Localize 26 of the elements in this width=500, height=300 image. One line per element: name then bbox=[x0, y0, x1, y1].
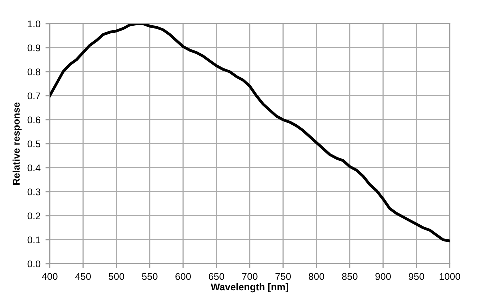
y-tick-label: 0.3 bbox=[28, 188, 41, 196]
x-tick-label: 750 bbox=[276, 273, 292, 280]
x-axis-title: Wavelength [nm] bbox=[211, 283, 288, 293]
y-tick-label: 0.8 bbox=[28, 68, 41, 76]
y-tick-label: 0.0 bbox=[28, 260, 41, 268]
y-tick-label: 0.9 bbox=[28, 44, 41, 52]
y-tick-label: 0.2 bbox=[28, 212, 40, 220]
y-tick-label: 0.6 bbox=[28, 116, 41, 124]
x-tick-label: 600 bbox=[176, 273, 192, 280]
x-tick-label: 400 bbox=[42, 273, 58, 280]
y-axis-title: Relative response bbox=[12, 102, 22, 185]
x-tick-label: 900 bbox=[376, 273, 392, 280]
y-tick-label: 0.5 bbox=[28, 140, 41, 148]
x-tick-label: 850 bbox=[342, 273, 358, 280]
x-tick-label: 650 bbox=[209, 273, 224, 280]
x-tick-label: 700 bbox=[242, 273, 258, 280]
x-tick-label: 550 bbox=[142, 273, 158, 280]
y-tick-label: 0.4 bbox=[28, 164, 41, 172]
x-tick-label: 450 bbox=[75, 273, 92, 280]
x-tick-label: 500 bbox=[108, 273, 124, 280]
x-tick-label: 1000 bbox=[440, 273, 460, 280]
x-tick-label: 950 bbox=[409, 273, 424, 280]
y-tick-label: 1.0 bbox=[28, 20, 41, 28]
y-tick-label: 0.7 bbox=[28, 92, 40, 100]
x-tick-label: 800 bbox=[308, 273, 324, 280]
y-tick-label: 0.1 bbox=[28, 236, 40, 244]
